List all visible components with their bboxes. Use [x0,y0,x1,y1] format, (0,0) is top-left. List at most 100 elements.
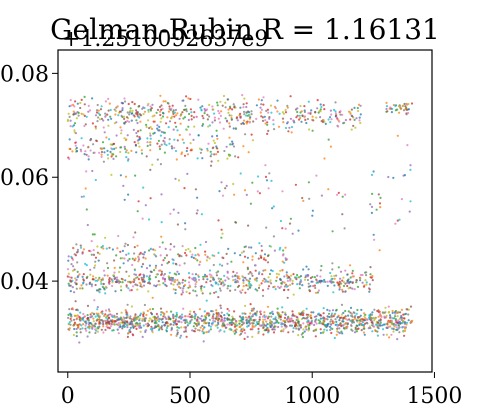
scatter-point [327,118,330,121]
scatter-point [358,116,361,119]
scatter-point [165,321,168,324]
scatter-point [142,256,145,259]
scatter-point [350,128,353,131]
scatter-point [228,122,231,125]
scatter-point [245,114,248,117]
scatter-point [303,317,306,320]
scatter-point [273,325,276,328]
scatter-point [192,329,195,333]
scatter-point [84,150,87,153]
scatter-point [349,264,352,267]
scatter-point [326,323,329,326]
scatter-point [100,117,103,120]
scatter-point [322,321,325,324]
scatter-point [138,138,141,141]
scatter-point [87,158,90,161]
scatter-point [96,308,99,311]
scatter-point [112,153,115,156]
scatter-point [143,317,147,320]
scatter-point [185,290,188,293]
scatter-point [280,282,283,285]
scatter-point [238,322,241,325]
scatter-point [136,114,139,118]
scatter-point [348,318,351,321]
scatter-point [328,116,332,119]
scatter-point [131,109,134,112]
scatter-point [353,288,356,291]
scatter-point [113,316,117,319]
scatter-point [287,315,290,318]
scatter-point [245,102,248,105]
scatter-point [341,288,344,291]
scatter-point [222,94,226,98]
scatter-point [358,319,361,322]
scatter-point [146,141,149,144]
scatter-point [161,241,164,244]
scatter-point [406,144,409,147]
scatter-point [73,321,76,324]
scatter-point [233,332,236,335]
scatter-point [131,257,134,260]
scatter-point [140,276,143,279]
scatter-point [231,315,234,318]
scatter-point [276,99,279,102]
scatter-point [299,104,302,108]
scatter-point [153,269,156,272]
scatter-point [364,322,367,325]
scatter-point [261,289,265,292]
scatter-point [131,101,134,104]
scatter-point [277,325,280,329]
scatter-point [107,124,110,127]
scatter-point [221,256,224,259]
scatter-point [359,279,362,282]
scatter-point [316,291,319,294]
scatter-point [177,253,180,256]
scatter-point [260,244,263,248]
scatter-point [138,326,141,329]
scatter-point [178,117,181,120]
scatter-point [242,261,245,264]
scatter-point [354,314,357,317]
scatter-point [296,110,299,114]
scatter-point [142,311,145,314]
scatter-point [150,325,153,328]
scatter-point [150,127,154,130]
scatter-point [258,284,261,287]
scatter-point [138,116,141,119]
scatter-point [94,276,97,279]
scatter-point [216,326,219,329]
scatter-point [389,315,392,319]
scatter-point [194,283,197,286]
scatter-point [133,269,136,272]
scatter-point [169,109,172,112]
scatter-point [193,279,196,282]
scatter-point [188,112,191,116]
scatter-point [268,272,272,276]
scatter-point [108,327,111,330]
scatter-point [327,188,330,191]
scatter-point [251,274,254,277]
scatter-point [234,281,237,284]
scatter-point [173,115,176,118]
scatter-point [134,314,137,317]
scatter-point [322,280,325,283]
scatter-point [349,118,352,121]
scatter-point [205,275,208,278]
scatter-point [217,277,220,280]
scatter-point [212,108,215,111]
scatter-point [249,283,252,286]
scatter-point [382,323,386,326]
scatter-point [350,324,353,327]
scatter-point [70,313,73,316]
scatter-point [113,277,116,281]
scatter-point [146,309,149,312]
scatter-point [242,276,245,279]
scatter-point [127,331,131,334]
scatter-point [258,192,261,195]
scatter-point [307,327,310,330]
scatter-point [159,313,162,316]
scatter-point [108,246,111,249]
scatter-point [262,269,265,272]
scatter-point [147,324,150,327]
scatter-point [200,287,203,290]
